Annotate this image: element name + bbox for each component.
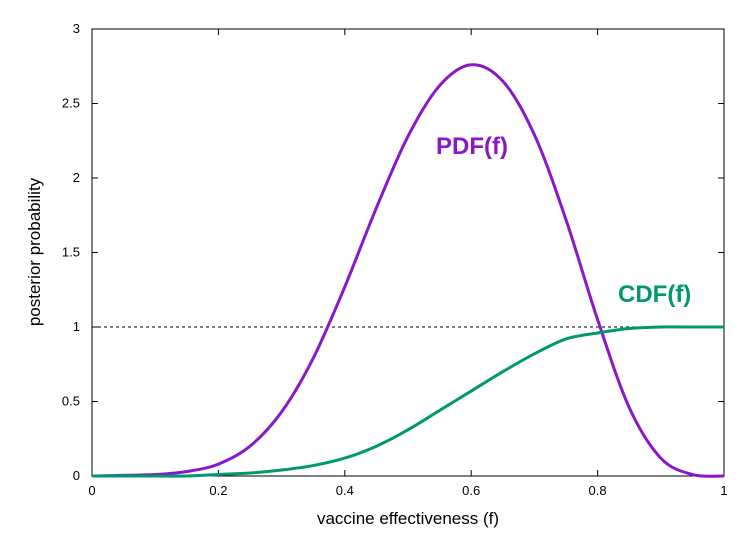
y-tick-label: 0.5 [62,394,80,409]
x-axis-label: vaccine effectiveness (f) [317,509,499,528]
x-tick-label: 0.6 [462,483,480,498]
y-tick-label: 0 [73,468,80,483]
x-tick-label: 0.4 [336,483,354,498]
x-tick-label: 1 [720,483,727,498]
y-axis-label: posterior probability [25,177,44,326]
x-tick-label: 0 [88,483,95,498]
y-tick-label: 1 [73,319,80,334]
axis-ticks: 0 0.2 0.4 0.6 0.8 1 0 0.5 1 1.5 2 2.5 3 [62,21,728,498]
y-tick-label: 3 [73,21,80,36]
y-tick-label: 2.5 [62,96,80,111]
x-tick-label: 0.2 [209,483,227,498]
cdf-series-line [91,325,724,478]
y-tick-label: 2 [73,170,80,185]
pdf-series-line [91,63,725,478]
cdf-series-label: CDF(f) [618,281,691,308]
y-tick-label: 1.5 [62,245,80,260]
pdf-series-label: PDF(f) [436,133,508,160]
x-tick-label: 0.8 [589,483,607,498]
